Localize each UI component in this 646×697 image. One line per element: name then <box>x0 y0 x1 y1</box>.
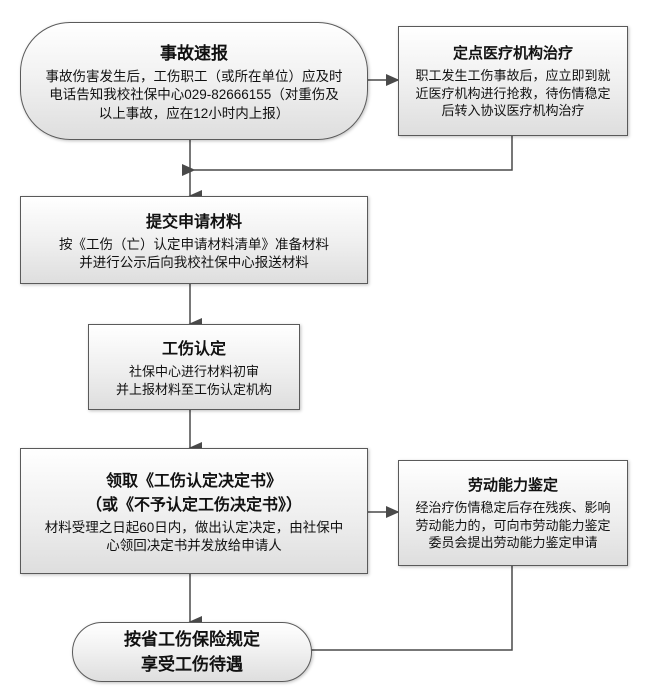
node-title: 事故速报 <box>43 39 345 64</box>
node-body: 社保中心进行材料初审并上报材料至工伤认定机构 <box>101 363 287 398</box>
node-designated-hospital: 定点医疗机构治疗 职工发生工伤事故后，应立即到就近医疗机构进行抢救，待伤情稳定后… <box>398 26 628 136</box>
node-receive-decision: 领取《工伤认定决定书》（或《不予认定工伤决定书》） 材料受理之日起60日内，做出… <box>20 448 368 574</box>
node-title: 提交申请材料 <box>33 208 355 232</box>
edge-e2 <box>194 136 512 170</box>
node-submit-materials: 提交申请材料 按《工伤（亡）认定申请材料清单》准备材料并进行公示后向我校社保中心… <box>20 196 368 284</box>
node-body: 事故伤害发生后，工伤职工（或所在单位）应及时电话告知我校社保中心029-8266… <box>43 68 345 123</box>
node-enjoy-benefits: 按省工伤保险规定享受工伤待遇 <box>72 622 312 682</box>
node-body: 材料受理之日起60日内，做出认定决定，由社保中心领回决定书并发放给申请人 <box>39 519 349 555</box>
node-accident-report: 事故速报 事故伤害发生后，工伤职工（或所在单位）应及时电话告知我校社保中心029… <box>20 22 368 140</box>
node-body: 按《工伤（亡）认定申请材料清单》准备材料并进行公示后向我校社保中心报送材料 <box>33 236 355 272</box>
node-body: 职工发生工伤事故后，应立即到就近医疗机构进行抢救，待伤情稳定后转入协议医疗机构治… <box>411 67 615 120</box>
node-capability-assessment: 劳动能力鉴定 经治疗伤情稳定后存在残疾、影响劳动能力的，可向市劳动能力鉴定委员会… <box>398 460 628 566</box>
node-body: 经治疗伤情稳定后存在残疾、影响劳动能力的，可向市劳动能力鉴定委员会提出劳动能力鉴… <box>411 499 615 552</box>
node-title: 按省工伤保险规定享受工伤待遇 <box>85 625 299 675</box>
node-injury-identification: 工伤认定 社保中心进行材料初审并上报材料至工伤认定机构 <box>88 324 300 410</box>
node-title: 定点医疗机构治疗 <box>411 42 615 63</box>
edge-e7 <box>312 566 512 650</box>
node-title: 劳动能力鉴定 <box>411 474 615 495</box>
node-title: 工伤认定 <box>101 335 287 359</box>
node-title: 领取《工伤认定决定书》（或《不予认定工伤决定书》） <box>39 467 349 515</box>
